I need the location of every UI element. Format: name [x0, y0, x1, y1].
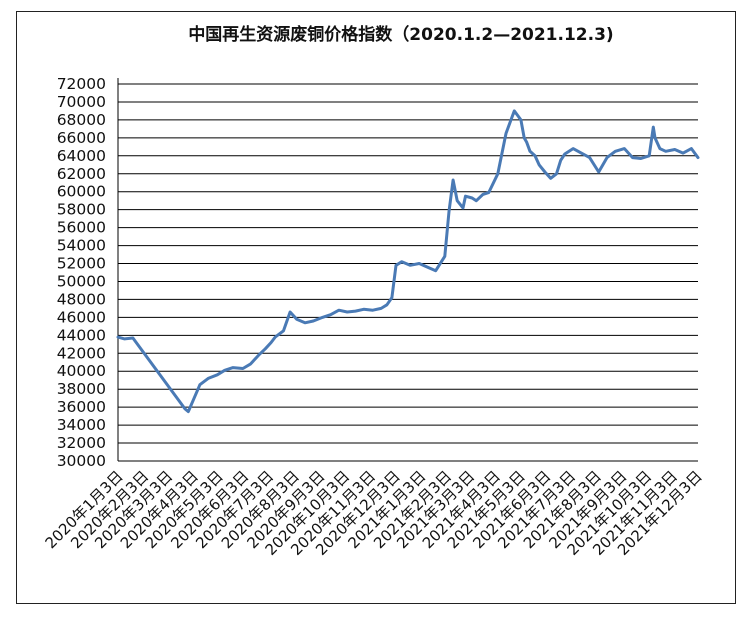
gridlines [117, 78, 698, 462]
chart-title: 中国再生资源废铜价格指数（2020.1.2—2021.12.3) [188, 24, 613, 45]
y-tick-label: 64000 [57, 147, 106, 165]
y-tick-label: 44000 [57, 326, 106, 344]
y-tick-label: 32000 [57, 434, 106, 452]
y-tick-label: 52000 [57, 255, 106, 273]
y-tick-label: 30000 [57, 452, 106, 470]
y-tick-label: 70000 [57, 93, 106, 111]
y-tick-label: 38000 [57, 380, 106, 398]
y-tick-label: 68000 [57, 111, 106, 129]
y-tick-label: 72000 [57, 75, 106, 93]
y-tick-label: 42000 [57, 344, 106, 362]
y-tick-label: 62000 [57, 165, 106, 183]
y-tick-label: 60000 [57, 183, 106, 201]
y-tick-label: 36000 [57, 398, 106, 416]
y-tick-label: 34000 [57, 416, 106, 434]
series-line [116, 109, 700, 414]
y-axis-ticks: 3000032000340003600038000400004200044000… [57, 75, 106, 470]
y-tick-label: 48000 [57, 290, 106, 308]
y-tick-label: 54000 [57, 237, 106, 255]
y-tick-label: 56000 [57, 219, 106, 237]
x-axis-ticks: 2020年1月3日2020年2月3日2020年3月3日2020年4月3日2020… [42, 467, 706, 559]
y-tick-label: 58000 [57, 201, 106, 219]
y-tick-label: 46000 [57, 308, 106, 326]
y-tick-label: 40000 [57, 362, 106, 380]
y-tick-label: 66000 [57, 129, 106, 147]
series-layer [116, 109, 700, 414]
y-tick-label: 50000 [57, 272, 106, 290]
chart-frame [16, 11, 736, 604]
